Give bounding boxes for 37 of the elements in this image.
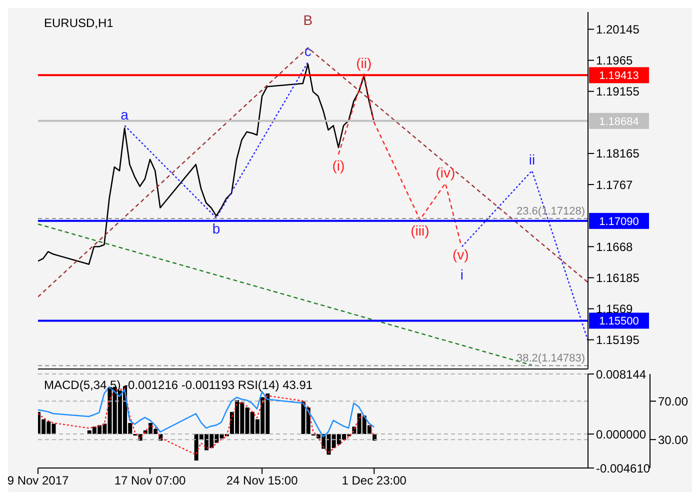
ref-line-label: 1.19413 xyxy=(599,70,639,82)
annotation: (iii) xyxy=(410,222,430,239)
annotation: (ii) xyxy=(356,55,372,72)
y2-tick-label: 30.00 xyxy=(658,432,688,447)
ref-line-label: 38.2(1.14783) xyxy=(516,352,585,365)
y-tick-label: 1.16185 xyxy=(596,270,640,285)
x-tick-label: 1 Dec 23:00 xyxy=(342,474,407,488)
y-tick-label: 1.15195 xyxy=(596,333,640,348)
y-tick-label: 1.18165 xyxy=(596,146,640,161)
y-tick-label: 0.008144 xyxy=(596,367,646,382)
x-tick-label: 17 Nov 07:00 xyxy=(114,474,186,488)
annotation: (v) xyxy=(452,246,469,262)
chart-title: MACD(5,34,5) -0.001216 -0.001193 RSI(14) 43.91 xyxy=(44,378,313,392)
chart-title: EURUSD,H1 xyxy=(44,16,114,30)
y-tick-label: 0.000000 xyxy=(596,427,646,442)
annotation: i xyxy=(460,266,464,283)
x-tick-label: 24 Nov 15:00 xyxy=(226,474,298,488)
annotation: (iv) xyxy=(436,164,456,180)
annotation: (i) xyxy=(332,157,345,174)
ref-line-label: 1.17090 xyxy=(599,216,639,228)
y-tick-label: 1.1767 xyxy=(596,178,634,192)
annotation: a xyxy=(120,106,129,123)
y-tick-label: 1.1569 xyxy=(596,302,634,316)
annotation: B xyxy=(303,12,313,28)
annotation: c xyxy=(304,43,312,60)
y2-tick-label: 70.00 xyxy=(658,394,688,408)
y-tick-label: 1.1965 xyxy=(596,54,634,68)
y-tick-label: -0.004610 xyxy=(596,461,650,476)
ref-line-label: 23.6(1.17128) xyxy=(516,206,585,218)
ref-line-label: 1.15500 xyxy=(599,316,639,328)
annotation: ii xyxy=(528,152,536,168)
x-tick-label: 9 Nov 2017 xyxy=(7,474,70,488)
y-tick-label: 1.20145 xyxy=(596,22,640,37)
annotation: b xyxy=(212,220,220,237)
y-tick-label: 1.19155 xyxy=(596,84,640,99)
y-tick-label: 1.1668 xyxy=(596,240,634,254)
ref-line-label: 1.18684 xyxy=(599,116,639,128)
